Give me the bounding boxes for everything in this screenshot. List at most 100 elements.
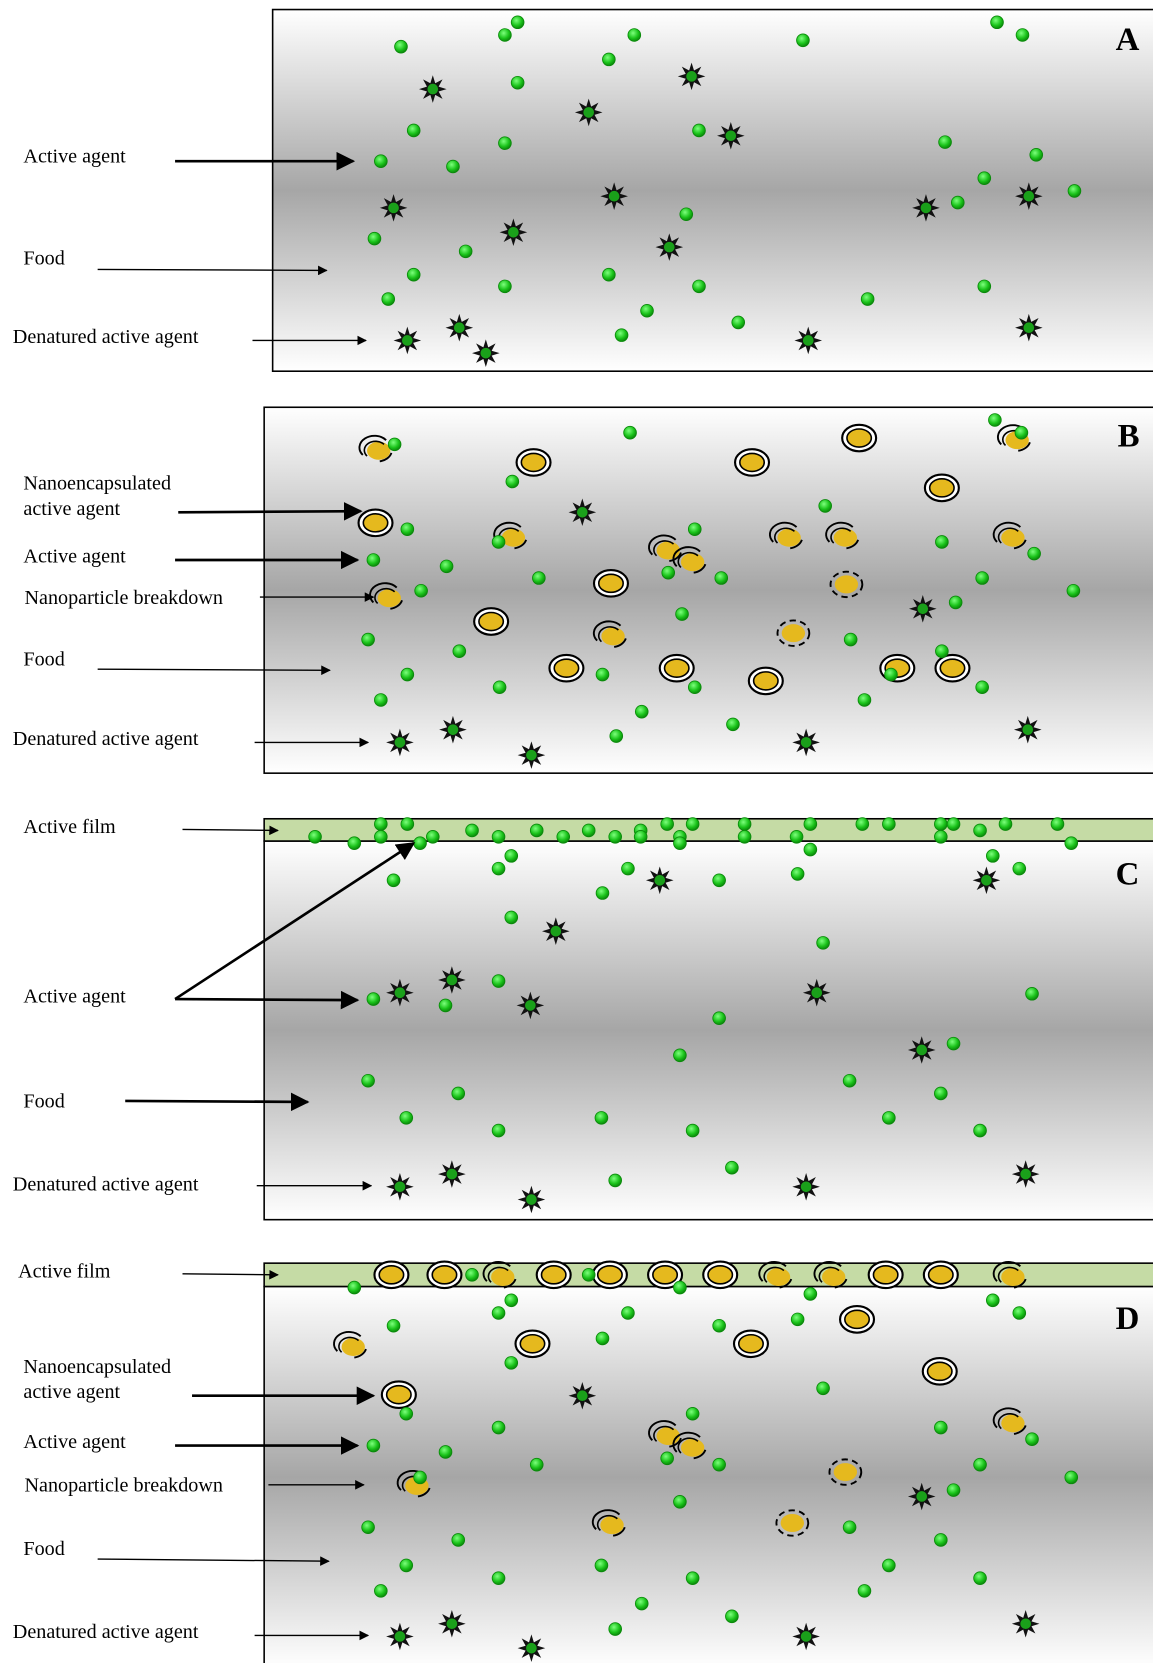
nanocapsule — [702, 1260, 739, 1290]
denatured-agent — [792, 1173, 820, 1201]
active-agent-dot — [399, 1558, 414, 1573]
capsule-core — [844, 1309, 871, 1330]
shell-arc — [763, 1266, 785, 1283]
nanocapsule — [923, 473, 960, 503]
nanocapsule — [548, 653, 585, 683]
denatured-agent — [908, 594, 937, 623]
shell-arc — [591, 1509, 621, 1531]
broken-capsule — [992, 521, 1027, 550]
capsule-core — [553, 658, 580, 678]
shell-arc — [846, 539, 859, 550]
active-agent-dot — [347, 1280, 362, 1295]
label: Nanoparticle breakdown — [24, 1475, 223, 1497]
denatured-agent — [386, 728, 414, 757]
active-agent-dot — [361, 1520, 375, 1535]
active-agent-dot — [790, 1312, 805, 1327]
active-agent-dot — [660, 817, 674, 831]
food-box — [271, 8, 1153, 373]
active-agent-dot — [948, 595, 963, 610]
particles — [308, 15, 1082, 1662]
nanocapsule — [747, 666, 784, 696]
shell-arc — [992, 1261, 1022, 1282]
shell-arc — [354, 1348, 367, 1359]
active-agent-dot — [790, 867, 805, 881]
active-agent-dot — [374, 1584, 388, 1598]
active-agent-dot — [714, 571, 729, 585]
active-agent-dot — [803, 1287, 818, 1301]
active-agent-dot — [973, 823, 987, 838]
label: Active film — [23, 816, 116, 838]
star-core — [446, 1618, 458, 1630]
label: Active agent — [23, 986, 126, 1008]
denatured-agent — [379, 194, 408, 222]
active-agent-dot — [1025, 986, 1039, 1001]
active-agent-dot — [510, 75, 525, 90]
capsule-core — [737, 1333, 764, 1354]
nanocapsule — [426, 1260, 463, 1290]
star-core — [1020, 1618, 1031, 1630]
broken-capsule — [758, 1261, 793, 1289]
capsule-core — [707, 1265, 734, 1285]
shell-arc — [1018, 441, 1031, 452]
food-box — [263, 840, 1153, 1221]
active-agent-dot — [394, 39, 408, 54]
capsule-core — [656, 1427, 680, 1446]
nanocapsule — [922, 1260, 959, 1290]
arrow — [178, 502, 363, 521]
active-agent-dot — [860, 292, 875, 306]
active-agent-dot — [556, 830, 571, 844]
star-core — [526, 1194, 537, 1205]
arrow — [175, 990, 360, 1010]
broken-capsule — [591, 1509, 626, 1537]
shell-arc — [1013, 539, 1027, 550]
denatured-agent — [912, 194, 940, 222]
active-agent-dot — [498, 136, 512, 150]
active-agent-dot — [609, 729, 624, 743]
active-agent-dot — [975, 680, 989, 695]
star-core — [663, 241, 675, 253]
active-agent-dot — [857, 693, 872, 707]
shell-arc — [834, 1278, 848, 1289]
label: Active agent — [23, 545, 126, 567]
active-agent-dot — [1050, 817, 1065, 831]
denatured-agent — [907, 1036, 936, 1064]
shell-arc — [482, 1261, 511, 1282]
active-agent-dot — [608, 830, 622, 844]
active-agent-dot — [347, 836, 362, 850]
nanocapsule — [647, 1260, 684, 1290]
active-agent-dot — [510, 15, 525, 30]
active-agent-dot — [634, 1596, 649, 1611]
active-agent-dot — [491, 535, 506, 549]
active-agent-dot — [673, 1495, 687, 1509]
star-core — [526, 1642, 537, 1654]
shell-arc — [672, 1431, 701, 1453]
active-agent-dot — [608, 1622, 622, 1636]
shell-arc — [358, 434, 387, 456]
denatured-agent — [438, 1160, 466, 1188]
label: Food — [23, 648, 64, 670]
active-agent-dot — [386, 873, 401, 888]
breaking-capsule — [776, 619, 811, 647]
nanocapsule — [934, 653, 971, 683]
star-core — [800, 1631, 812, 1642]
denatured-agent — [472, 339, 500, 367]
nanocapsule — [473, 607, 510, 636]
denatured-agent — [568, 498, 597, 527]
breaking-capsule — [775, 1509, 810, 1537]
capsule-core — [540, 1265, 567, 1285]
capsule-core — [656, 541, 680, 560]
active-agent-dot — [374, 154, 388, 168]
nanocapsule — [535, 1260, 572, 1290]
active-agent-dot — [687, 680, 702, 695]
shell-arc — [653, 1425, 675, 1442]
active-agent-dot — [406, 267, 421, 282]
active-agent-dot — [491, 861, 506, 876]
label: Denatured active agent — [13, 1173, 199, 1195]
active-agent-dot — [308, 830, 322, 844]
panel-letter: B — [1118, 419, 1140, 455]
active-agent-dot — [498, 28, 512, 42]
arrow — [182, 825, 279, 836]
capsule-core — [846, 428, 873, 448]
active-agent-dot — [934, 1420, 948, 1435]
